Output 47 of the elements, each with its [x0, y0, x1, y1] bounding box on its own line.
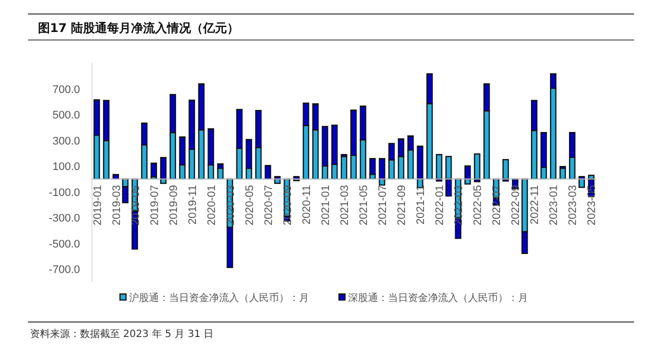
bar	[150, 162, 158, 178]
x-tick-label: 2021-03	[339, 184, 351, 226]
y-tick-label: -100.0	[48, 186, 80, 199]
x-tick-label: 2020-05	[244, 184, 256, 226]
x-tick-label: 2019-01	[92, 184, 104, 226]
bar	[474, 153, 480, 180]
legend-label: 深股通：当日资金净流入（人民币）：月	[348, 292, 528, 304]
bar	[160, 156, 167, 180]
x-tick-label: 2023-01	[548, 184, 560, 226]
x-tick-label: 2021-09	[396, 184, 408, 226]
text: 资料来源：数据截至 2023 年 5 月 31 日	[30, 328, 214, 340]
bar	[502, 159, 509, 180]
y-tick-label: 500.0	[52, 110, 80, 122]
x-tick-label: 2019-07	[148, 184, 161, 226]
bar	[578, 178, 585, 188]
x-tick-label: 2020-03	[224, 184, 237, 226]
bar	[436, 154, 442, 180]
x-tick-label: 2022-01	[434, 184, 446, 226]
x-tick-label: 2023-05	[586, 184, 598, 226]
x-tick-label: 2019-09	[168, 184, 180, 226]
x-tick-label: 2020-07	[262, 184, 275, 226]
y-tick-label: 700.0	[52, 84, 80, 96]
x-tick-label: 2019-05	[130, 184, 142, 226]
y-tick-label: -300.0	[48, 212, 80, 225]
x-tick-label: 2022-05	[472, 184, 484, 226]
x-tick-label: 2022-07	[491, 184, 504, 226]
x-tick-label: 2021-01	[320, 184, 332, 226]
y-tick-label: 100.0	[52, 161, 80, 174]
x-tick-label: 2022-03	[453, 184, 466, 226]
bar	[264, 164, 272, 180]
x-tick-label: 2022-09	[510, 184, 522, 226]
bar	[369, 158, 376, 175]
y-tick-label: 300.0	[52, 135, 80, 148]
x-tick-label: 2021-07	[377, 184, 390, 226]
y-tick-label: -500.0	[48, 238, 80, 250]
x-tick-label: 2022-11	[529, 184, 542, 225]
x-tick-label: 2020-09	[282, 184, 294, 226]
x-tick-label: 2020-11	[300, 184, 313, 225]
x-tick-label: 2021-05	[358, 184, 370, 226]
x-tick-label: 2019-03	[110, 184, 123, 226]
x-tick-label: 2019-11	[186, 184, 199, 225]
x-tick-label: 2021-11	[415, 184, 428, 225]
chart-title: 图17 陆股通每月净流入情况（亿元）	[38, 21, 239, 35]
x-tick-label: 2023-03	[567, 184, 580, 226]
legend-label: 沪股通：当日资金净流入（人民币）：月	[129, 292, 309, 304]
x-tick-label: 2020-01	[206, 184, 218, 226]
y-tick-label: -700.0	[48, 264, 80, 276]
